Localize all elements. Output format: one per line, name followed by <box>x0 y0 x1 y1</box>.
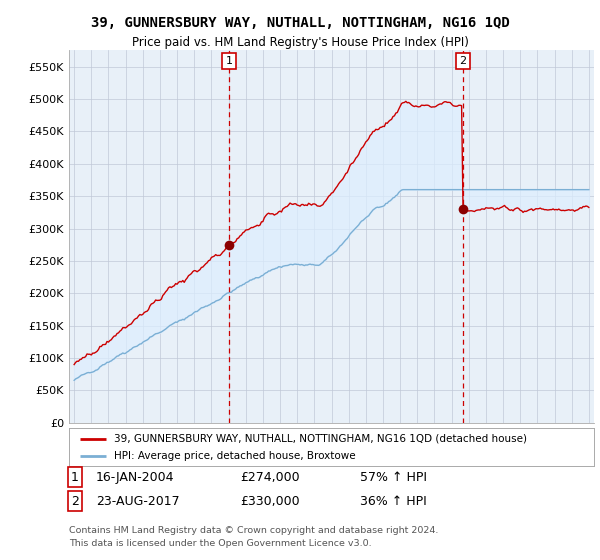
Text: 39, GUNNERSBURY WAY, NUTHALL, NOTTINGHAM, NG16 1QD (detached house): 39, GUNNERSBURY WAY, NUTHALL, NOTTINGHAM… <box>113 433 527 444</box>
Text: 23-AUG-2017: 23-AUG-2017 <box>96 494 179 508</box>
Text: HPI: Average price, detached house, Broxtowe: HPI: Average price, detached house, Brox… <box>113 451 355 461</box>
Text: 1: 1 <box>71 470 79 484</box>
Text: Price paid vs. HM Land Registry's House Price Index (HPI): Price paid vs. HM Land Registry's House … <box>131 36 469 49</box>
Text: 57% ↑ HPI: 57% ↑ HPI <box>360 470 427 484</box>
Text: 1: 1 <box>226 56 233 66</box>
Text: £330,000: £330,000 <box>240 494 299 508</box>
Text: 2: 2 <box>71 494 79 508</box>
Text: 2: 2 <box>459 56 466 66</box>
Text: 36% ↑ HPI: 36% ↑ HPI <box>360 494 427 508</box>
Text: 39, GUNNERSBURY WAY, NUTHALL, NOTTINGHAM, NG16 1QD: 39, GUNNERSBURY WAY, NUTHALL, NOTTINGHAM… <box>91 16 509 30</box>
Text: £274,000: £274,000 <box>240 470 299 484</box>
Text: 16-JAN-2004: 16-JAN-2004 <box>96 470 175 484</box>
Text: Contains HM Land Registry data © Crown copyright and database right 2024.: Contains HM Land Registry data © Crown c… <box>69 526 439 535</box>
Text: This data is licensed under the Open Government Licence v3.0.: This data is licensed under the Open Gov… <box>69 539 371 548</box>
